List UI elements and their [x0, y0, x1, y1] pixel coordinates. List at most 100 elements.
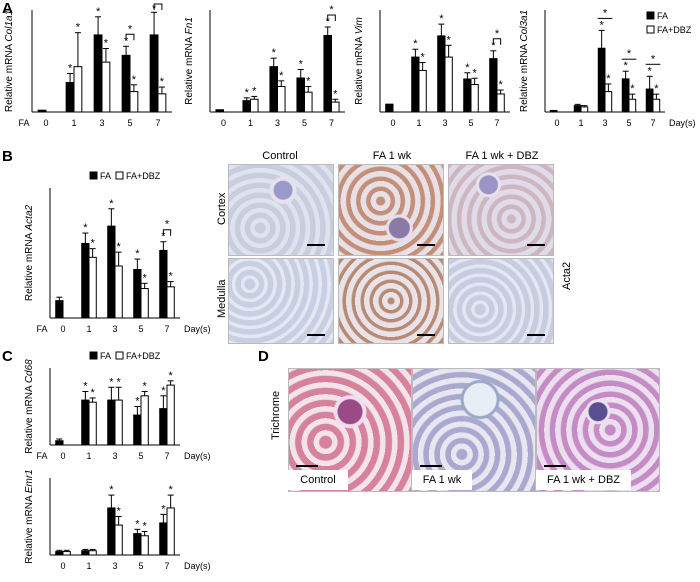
significance-bracket [162, 229, 172, 236]
y-axis-label: Relative mRNA Cd68 [24, 359, 35, 454]
legend-swatch-fadbz [115, 171, 124, 180]
significance-star: * [116, 241, 121, 253]
bar [323, 35, 333, 113]
x-tick-label: 0 [554, 118, 559, 128]
x-tick-label: 7 [164, 324, 169, 334]
bar [549, 109, 558, 113]
caption-fa1wk-dbz: FA 1 wk + DBZ [546, 474, 621, 486]
micrograph-cortex-fa1wk-dbz [448, 164, 554, 256]
significance-star: * [623, 60, 628, 72]
x-tick-label: 7 [329, 118, 334, 128]
bar [101, 61, 111, 113]
legend-swatch-fadbz [646, 25, 655, 34]
bracket-star: * [156, 0, 161, 5]
y-axis-label: Relative mRNA Emr1 [24, 469, 35, 563]
bar [250, 98, 259, 113]
x-tick-label: 5 [138, 324, 143, 334]
significance-star: * [606, 73, 611, 85]
significance-star: * [142, 520, 147, 532]
bar [149, 34, 159, 113]
micrograph-cortex-control [228, 164, 334, 256]
bar [55, 551, 64, 556]
bar [269, 66, 279, 113]
x-unit-label: Day(s) [669, 118, 696, 128]
significance-star: * [104, 38, 109, 50]
col-label-fa1wk-dbz: FA 1 wk + DBZ [465, 150, 539, 162]
bar [121, 54, 131, 113]
x-tick-label: 5 [138, 561, 143, 571]
x-tick-label: 7 [164, 451, 169, 461]
significance-star: * [491, 40, 496, 52]
x-tick-label: 5 [626, 118, 631, 128]
bar [470, 84, 479, 113]
significance-star: * [168, 484, 173, 496]
legend-label-fa: FA [100, 171, 111, 181]
significance-star: * [109, 198, 114, 210]
scalebar [544, 465, 566, 467]
bar [166, 384, 175, 446]
x-tick-label: 1 [86, 451, 91, 461]
significance-star: * [116, 506, 121, 518]
significance-star: * [420, 52, 425, 64]
bar [93, 34, 103, 113]
x-lead-label: FA [18, 118, 29, 128]
significance-star: * [279, 70, 284, 82]
bar [81, 242, 90, 319]
bar [62, 551, 71, 556]
significance-star: * [252, 85, 257, 97]
significance-star: * [116, 376, 121, 388]
scalebar [417, 334, 435, 336]
bar [652, 98, 661, 113]
bar [81, 399, 90, 446]
bar [242, 100, 251, 113]
bar [604, 91, 613, 113]
micrograph-medulla-fa1wk-dbz [448, 258, 554, 344]
panel-letter-b: B [2, 148, 13, 165]
legend-label-fadbz: FA+DBZ [657, 25, 692, 35]
x-tick-label: 5 [468, 118, 473, 128]
bar [496, 93, 505, 113]
panel-letter-c: C [2, 348, 13, 365]
micrograph-medulla-control [228, 258, 334, 344]
significance-star: * [439, 13, 444, 25]
significance-star: * [446, 34, 451, 46]
x-tick-label: 0 [43, 118, 48, 128]
bar [88, 401, 97, 446]
significance-star: * [306, 76, 311, 88]
bar [140, 395, 149, 446]
bar [88, 550, 97, 556]
x-tick-label: 3 [112, 561, 117, 571]
bracket-star: * [495, 28, 500, 40]
bar [597, 47, 606, 113]
legend-swatch-fa [89, 351, 98, 360]
side-label-acta2: Acta2 [561, 261, 573, 290]
bar [621, 78, 630, 113]
significance-star: * [160, 76, 165, 88]
bar [133, 533, 142, 556]
x-tick-label: 1 [71, 118, 76, 128]
legend-swatch-fa [89, 171, 98, 180]
significance-star: * [647, 65, 652, 77]
bar [277, 86, 286, 113]
significance-star: * [299, 59, 304, 71]
x-tick-label: 3 [275, 118, 280, 128]
caption-control: Control [300, 474, 336, 486]
bar [65, 82, 75, 113]
y-axis-label: Relative mRNA Acta2 [24, 204, 35, 301]
bar [159, 522, 168, 556]
significance-bracket [327, 14, 336, 21]
micrograph-medulla-fa1wk [338, 258, 444, 344]
significance-star: * [135, 518, 140, 530]
bar [444, 56, 453, 113]
bracket-star: * [603, 7, 608, 19]
bar [107, 507, 116, 556]
x-tick-label: 5 [302, 118, 307, 128]
scalebar [307, 244, 325, 246]
x-tick-label: 5 [127, 118, 132, 128]
bar [645, 88, 654, 113]
bar [418, 69, 427, 113]
